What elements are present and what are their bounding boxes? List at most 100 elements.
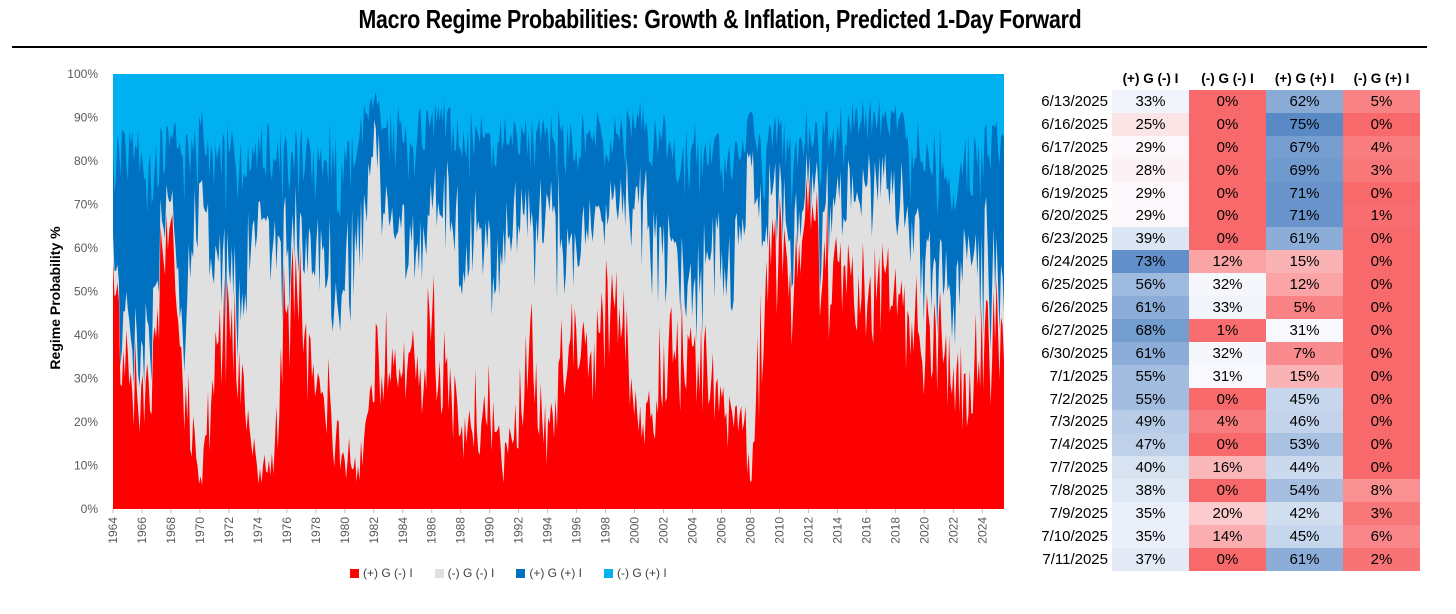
row-date: 6/13/2025	[1041, 92, 1108, 110]
x-tick-label: 1980	[338, 517, 352, 544]
y-tick-label: 50%	[74, 285, 98, 299]
x-tick-label: 2012	[801, 517, 815, 544]
probability-cell: 0%	[1343, 410, 1420, 434]
probability-cell: 56%	[1112, 273, 1189, 297]
y-tick-label: 80%	[74, 154, 98, 168]
table-row: 7/8/2025 38% 0% 54% 8%	[1030, 479, 1420, 503]
x-tick-label: 2024	[975, 517, 989, 544]
table-row: 7/3/2025 49% 4% 46% 0%	[1030, 410, 1420, 434]
table-row: 7/10/2025 35% 14% 45% 6%	[1030, 524, 1420, 548]
probability-cell: 0%	[1189, 227, 1266, 251]
probability-cell: 42%	[1266, 502, 1343, 525]
area-series-+g-i	[113, 175, 1004, 509]
table-row: 6/26/2025 61% 33% 5% 0%	[1030, 296, 1420, 319]
probability-cell: 1%	[1189, 318, 1266, 342]
probability-cell: 12%	[1266, 273, 1343, 297]
x-tick-label: 1964	[106, 517, 120, 544]
probability-cell: 45%	[1266, 524, 1343, 548]
table-row: 7/1/2025 55% 31% 15% 0%	[1030, 364, 1420, 388]
probability-cell: 61%	[1112, 341, 1189, 365]
row-date: 7/9/2025	[1049, 504, 1108, 522]
x-tick-label: 1966	[135, 517, 149, 544]
probability-cell: 32%	[1189, 273, 1266, 297]
probability-cell: 62%	[1266, 90, 1343, 113]
legend-swatch	[434, 568, 444, 578]
table-row: 6/30/2025 61% 32% 7% 0%	[1030, 341, 1420, 365]
x-tick-label: 1976	[280, 517, 294, 544]
chart-title: Macro Regime Probabilities: Growth & Inf…	[358, 4, 1082, 34]
row-date: 6/25/2025	[1041, 276, 1108, 294]
probability-cell: 0%	[1343, 387, 1420, 411]
probability-cell: 3%	[1343, 158, 1420, 182]
probability-cell: 0%	[1189, 479, 1266, 503]
legend-item: (+) G (+) I	[516, 566, 582, 580]
probability-cell: 0%	[1189, 90, 1266, 113]
probability-cell: 4%	[1189, 410, 1266, 434]
probability-cell: 61%	[1266, 227, 1343, 251]
probability-cell: 0%	[1343, 250, 1420, 274]
y-axis-ticks: 0% 10% 20% 30% 40% 50% 60% 70% 80% 90% 100%	[67, 67, 98, 516]
plot-areas	[113, 74, 1004, 510]
probability-cell: 25%	[1112, 112, 1189, 136]
column-header: (-) G (+) I	[1353, 70, 1410, 86]
x-tick-label: 1984	[396, 517, 410, 544]
header-blank	[1030, 66, 1112, 90]
probability-cell: 6%	[1343, 524, 1420, 548]
probability-cell: 49%	[1112, 410, 1189, 434]
row-date: 6/20/2025	[1041, 207, 1108, 225]
title-divider	[12, 46, 1427, 48]
probability-cell: 12%	[1189, 250, 1266, 274]
row-date: 6/19/2025	[1041, 184, 1108, 202]
probability-cell: 0%	[1189, 158, 1266, 182]
y-tick-label: 70%	[74, 198, 98, 212]
probability-cell: 0%	[1189, 387, 1266, 411]
probability-cell: 0%	[1189, 204, 1266, 228]
x-tick-label: 1982	[367, 517, 381, 544]
x-tick-label: 2022	[946, 517, 960, 544]
x-tick-label: 1986	[425, 517, 439, 544]
row-date: 7/11/2025	[1042, 550, 1108, 568]
probability-cell: 7%	[1266, 341, 1343, 365]
probability-cell: 32%	[1189, 341, 1266, 365]
probability-cell: 75%	[1266, 112, 1343, 136]
x-tick-label: 1988	[454, 517, 468, 544]
row-date: 7/2/2025	[1049, 390, 1108, 408]
probability-cell: 14%	[1189, 524, 1266, 548]
legend: (+) G (-) I (-) G (-) I (+) G (+) I (-) G (…	[350, 566, 667, 580]
probability-cell: 33%	[1112, 90, 1189, 113]
x-tick-label: 2016	[859, 517, 873, 544]
probability-cell: 0%	[1343, 364, 1420, 388]
probability-cell: 47%	[1112, 433, 1189, 457]
probability-cell: 0%	[1189, 433, 1266, 457]
probability-cell: 16%	[1189, 456, 1266, 480]
probability-cell: 29%	[1112, 181, 1189, 205]
y-tick-label: 40%	[74, 328, 98, 342]
probability-cell: 37%	[1112, 547, 1189, 571]
probability-cell: 33%	[1189, 296, 1266, 319]
probability-cell: 38%	[1112, 479, 1189, 503]
x-tick-label: 1996	[570, 517, 584, 544]
probability-cell: 0%	[1343, 456, 1420, 480]
x-tick-label: 1974	[251, 517, 265, 544]
x-tick-label: 2010	[772, 517, 786, 544]
x-tick-label: 2008	[743, 517, 757, 544]
probability-cell: 5%	[1343, 90, 1420, 113]
probability-cell: 73%	[1112, 250, 1189, 274]
table-row: 7/9/2025 35% 20% 42% 3%	[1030, 502, 1420, 525]
table-header-row: (+) G (-) I (-) G (-) I (+) G (+) I (-) G (…	[1030, 66, 1420, 90]
x-tick-label: 2020	[917, 517, 931, 544]
probability-cell: 15%	[1266, 364, 1343, 388]
probability-cell: 0%	[1343, 181, 1420, 205]
row-date: 7/7/2025	[1049, 459, 1108, 477]
probability-cell: 31%	[1266, 318, 1343, 342]
table-row: 7/2/2025 55% 0% 45% 0%	[1030, 387, 1420, 411]
probability-cell: 55%	[1112, 387, 1189, 411]
probability-cell: 69%	[1266, 158, 1343, 182]
row-date: 6/26/2025	[1041, 298, 1108, 316]
table-row: 6/27/2025 68% 1% 31% 0%	[1030, 318, 1420, 342]
table-row: 6/20/2025 29% 0% 71% 1%	[1030, 204, 1420, 228]
probability-cell: 0%	[1343, 318, 1420, 342]
table-row: 6/25/2025 56% 32% 12% 0%	[1030, 273, 1420, 297]
table-row: 6/24/2025 73% 12% 15% 0%	[1030, 250, 1420, 274]
legend-swatch	[516, 568, 526, 578]
